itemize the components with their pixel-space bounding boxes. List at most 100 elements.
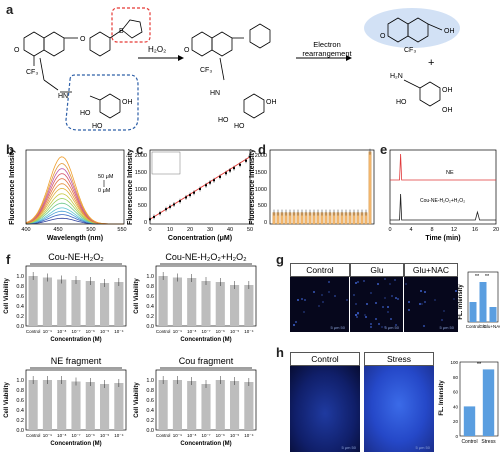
chart-c-point-17 <box>233 167 235 170</box>
chart-f1-title: Cou-NE-H₂O₂ <box>48 252 104 262</box>
chem-cf3-reactant: CF₃ <box>26 69 38 76</box>
chart-g-xtick-0: Control <box>466 324 481 329</box>
bar-0 <box>28 380 38 430</box>
bar-6 <box>114 282 124 326</box>
chem-atom-ho3: HO <box>218 117 229 124</box>
xtick-3: 10⁻⁷ <box>201 329 210 334</box>
chart-f3-title: NE fragment <box>50 356 102 366</box>
chart-c-xlabel: Concentration (μM) <box>168 235 232 242</box>
cell-speckle <box>407 301 410 304</box>
chart-h-ytick-2: 40 <box>453 404 459 409</box>
cell-speckle <box>452 298 455 301</box>
chart-d-ytick-2: 1000 <box>255 187 267 193</box>
bar-4 <box>85 281 95 326</box>
xtick-6: 10⁻⁴ <box>244 433 253 438</box>
cell-speckle <box>391 294 393 297</box>
chart-f3-bars: 0.0 0.2 0.4 0.6 0.8 1.0 Control 10⁻⁹ 10⁻⁸ 10⁻⁷ 10⁻… <box>4 367 127 447</box>
chart-h-bars: 0 20 40 60 80 100 Control Stress ** <box>450 360 499 445</box>
chem-cf3-product: CF₃ <box>404 47 416 54</box>
chart-h-svg: 0 20 40 60 80 100 Control Stress ** FL. Intensit… <box>439 360 499 445</box>
ytick-2: 0.4 <box>146 304 154 310</box>
chart-c-point-18 <box>239 163 241 166</box>
chart-f2-title: Cou-NE-H₂O₂+H₂O₂ <box>165 252 247 262</box>
chart-e-xtick-3: 12 <box>451 227 457 233</box>
cell-speckle <box>434 299 437 302</box>
bar-3 <box>201 384 211 430</box>
chart-g-xtick-1: Glu <box>479 324 487 329</box>
chart-c-ytick-4: 2000 <box>135 153 147 159</box>
xtick-0: Control <box>156 329 171 334</box>
ytick-2: 0.4 <box>146 408 154 414</box>
cell-speckle <box>387 305 390 308</box>
chart-e-trace-1 <box>390 193 496 221</box>
cell-speckle <box>355 281 358 284</box>
chart-c-point-19 <box>245 159 247 162</box>
cell-speckle <box>327 280 330 283</box>
xtick-5: 10⁻⁵ <box>230 433 239 438</box>
chem-atom-o1: O <box>14 47 20 54</box>
cell-speckle <box>377 322 380 325</box>
cell-speckle <box>357 312 360 315</box>
xlabel: Concentration (M) <box>50 337 101 343</box>
bar-0 <box>158 380 168 430</box>
ytick-0: 0.0 <box>146 324 154 330</box>
bar-2 <box>187 278 197 326</box>
cell-speckle <box>357 312 360 315</box>
panel-label-e: e <box>380 142 388 157</box>
cell-speckle <box>303 299 306 302</box>
cell-speckle <box>421 302 424 305</box>
chart-f1-bars: 0.0 0.2 0.4 0.6 0.8 1.0 Control 10⁻⁹ 10⁻⁸ 10⁻⁷ 10⁻… <box>4 263 127 343</box>
xtick-6: 10⁻⁴ <box>114 433 123 438</box>
chart-c-point-6 <box>179 200 181 203</box>
scale-bar: 5 μm 50 <box>384 325 399 330</box>
cell-speckle <box>313 291 316 294</box>
chart-c-point-9 <box>193 191 195 194</box>
ytick-0: 0.0 <box>16 324 24 330</box>
chart-b-annot-low: 0 μM <box>98 188 111 194</box>
cell-speckle <box>442 309 445 312</box>
chart-h-sig-0: ** <box>477 362 482 368</box>
bar-2 <box>187 381 197 430</box>
chart-e-series-cou: Cou-NE-H₂O₂+H₂O₂ <box>420 198 465 204</box>
panel-label-a: a <box>6 2 14 17</box>
ytick-5: 1.0 <box>16 274 24 280</box>
ylabel: Cell Viability <box>4 382 10 418</box>
cell-speckle <box>387 310 390 313</box>
chart-c-point-14 <box>219 175 221 178</box>
row2-charts: 400 450 500 550 Wavelength (nm) Fluoresc… <box>9 148 499 242</box>
cell-speckle <box>383 297 386 300</box>
h-micrograph-control: 5 μm 50 <box>290 366 360 452</box>
chart-h-ytick-0: 0 <box>455 434 458 439</box>
ytick-4: 0.8 <box>146 284 154 290</box>
cell-speckle <box>328 291 331 293</box>
chart-h-ytick-4: 80 <box>453 375 459 380</box>
xtick-0: Control <box>156 433 171 438</box>
chart-c-point-2 <box>159 212 161 215</box>
ylabel: Cell Viability <box>134 382 140 418</box>
cell-speckle <box>384 325 387 328</box>
chart-c-point-12 <box>209 181 211 184</box>
xlabel: Concentration (M) <box>180 441 231 447</box>
chem-cf3-intermediate: CF₃ <box>200 67 212 74</box>
chart-c-point-0 <box>149 218 151 221</box>
chart-e-trace-0 <box>390 153 496 181</box>
panel-label-b: b <box>6 142 14 157</box>
bar-1 <box>172 380 182 430</box>
cell-speckle <box>374 317 377 320</box>
cell-speckle <box>441 319 444 322</box>
boronic-ester-box <box>111 7 151 43</box>
cell-speckle <box>454 290 457 292</box>
ytick-0: 0.0 <box>146 428 154 434</box>
panel-label-f: f <box>6 252 11 267</box>
chart-e-xtick-4: 16 <box>472 227 478 233</box>
g-micrograph-glu: 5 μm 50 <box>350 277 403 332</box>
bar-1 <box>42 277 52 326</box>
cell-speckle <box>353 293 356 296</box>
xlabel: Concentration (M) <box>50 441 101 447</box>
chart-h-ytick-3: 60 <box>453 390 459 395</box>
xtick-2: 10⁻⁸ <box>57 433 66 438</box>
chem-atom-hn: HN <box>58 93 68 100</box>
xlabel: Concentration (M) <box>180 337 231 343</box>
norepinephrine-box <box>65 74 139 131</box>
